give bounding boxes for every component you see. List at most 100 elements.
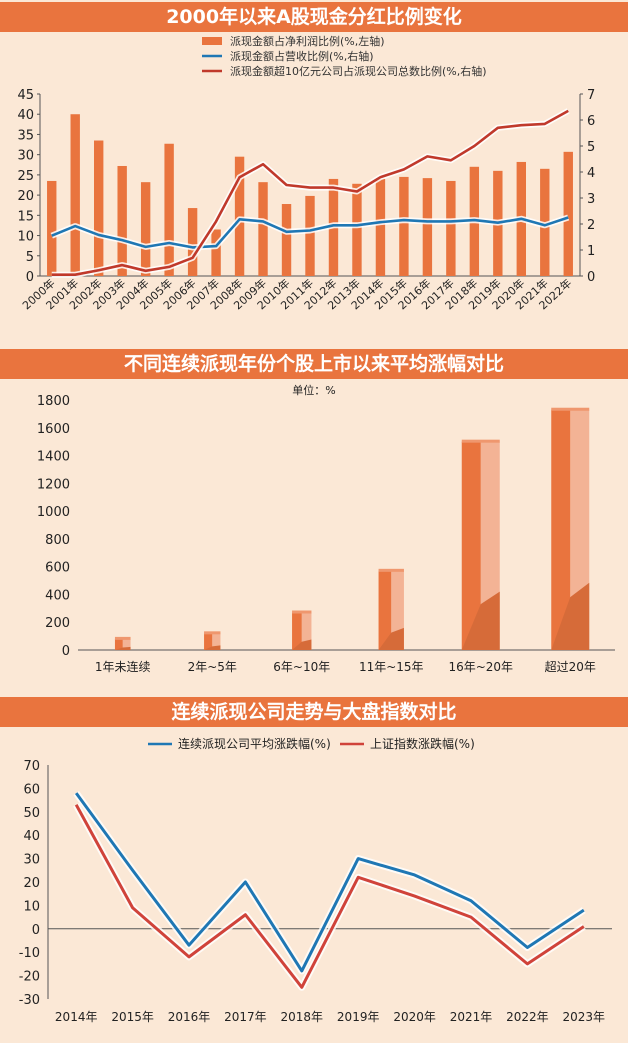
bar-lower-face — [292, 639, 312, 650]
y-tick-label: 50 — [23, 806, 40, 821]
legend-label-2: 派现金额超10亿元公司占派现公司总数比例(%,右轴) — [230, 64, 487, 78]
bar — [461, 441, 481, 650]
chart1-title: 2000年以来A股现金分红比例变化 — [0, 2, 628, 32]
left-tick-label: 40 — [17, 108, 34, 123]
right-tick-label: 2 — [587, 218, 595, 233]
bar — [446, 180, 456, 276]
bar — [140, 182, 151, 276]
bar — [258, 182, 268, 276]
y-tick-label: -30 — [19, 993, 40, 1008]
x-tick-label: 1年未连续 — [95, 659, 151, 674]
legend-label-0: 派现金额占净利润比例(%,左轴) — [230, 34, 385, 48]
y-tick-label: 70 — [23, 759, 40, 774]
bar-lower-face — [551, 582, 590, 650]
bar — [551, 409, 571, 650]
bar-light-face — [212, 633, 221, 650]
y-tick-label: 1800 — [37, 394, 70, 409]
y-tick-label: 20 — [23, 876, 40, 891]
bar — [352, 183, 362, 276]
x-tick-label: 2年~5年 — [188, 660, 237, 674]
y-tick-label: 40 — [23, 829, 40, 844]
left-tick-label: 10 — [17, 230, 34, 245]
x-tick-label: 2016年 — [168, 1010, 211, 1024]
right-tick-label: 5 — [587, 140, 595, 155]
bar-lower-face — [114, 646, 131, 650]
bar-lower-face — [204, 645, 221, 650]
right-tick-label: 4 — [587, 166, 595, 181]
bar — [114, 638, 123, 650]
bar — [94, 140, 104, 276]
bar — [70, 114, 80, 276]
x-tick-label: 2023年 — [563, 1010, 606, 1024]
legend-label-1: 派现金额占营收比例(%,右轴) — [230, 49, 374, 63]
bar — [164, 143, 174, 276]
bar — [378, 570, 392, 650]
bar — [211, 229, 221, 276]
left-tick-label: 45 — [17, 88, 34, 103]
x-tick-label: 2020年 — [393, 1010, 436, 1024]
bar — [47, 180, 57, 276]
trend-vs-index-chart: 连续派现公司平均涨跌幅(%) 上证指数涨跌幅(%) -30 -20 -10 0 10 20 30… — [19, 736, 612, 1024]
left-tick-label: 5 — [26, 250, 34, 265]
left-tick-label: 15 — [17, 209, 34, 224]
bar — [375, 178, 386, 276]
y-tick-label: 600 — [45, 561, 70, 576]
chart3-title: 连续派现公司走势与大盘指数对比 — [0, 697, 628, 727]
series-line-2 — [51, 109, 569, 276]
bar — [399, 176, 409, 276]
legend-label-0: 连续派现公司平均涨跌幅(%) — [178, 736, 331, 751]
series-line-1 — [74, 804, 585, 989]
y-tick-label: 0 — [32, 923, 40, 938]
left-tick-label: 35 — [17, 128, 34, 143]
left-tick-label: 20 — [17, 189, 34, 204]
x-tick-label: 2015年 — [111, 1010, 154, 1024]
chart2-title: 不同连续派现年份个股上市以来平均涨幅对比 — [0, 349, 628, 379]
x-tick-label: 超过20年 — [545, 659, 596, 674]
bar — [305, 195, 315, 276]
x-tick-label: 2014年 — [55, 1010, 98, 1024]
unit-label: 单位：% — [292, 383, 335, 397]
bar-top-cap — [461, 439, 500, 443]
y-tick-label: 1600 — [37, 422, 70, 437]
right-tick-label: 0 — [587, 270, 595, 285]
series-line-0 — [74, 792, 585, 973]
right-tick-label: 7 — [587, 88, 595, 103]
y-tick-label: -20 — [19, 970, 40, 985]
bar — [204, 633, 213, 650]
y-tick-label: 400 — [45, 588, 70, 603]
bar — [187, 208, 198, 276]
x-tick-label: 16年~20年 — [448, 660, 513, 674]
bar — [563, 151, 573, 276]
left-tick-label: 0 — [26, 270, 34, 285]
bar-top-cap — [551, 407, 590, 411]
right-tick-label: 3 — [587, 192, 595, 207]
dividend-ratio-chart: 派现金额占净利润比例(%,左轴)派现金额占营收比例(%,右轴)派现金额超10亿元… — [17, 34, 595, 312]
legend-swatch-0 — [202, 37, 222, 45]
legend-label-1: 上证指数涨跌幅(%) — [370, 736, 475, 751]
bar — [292, 612, 302, 650]
x-tick-label: 11年~15年 — [359, 660, 424, 674]
y-tick-label: 0 — [62, 644, 70, 659]
bar-top-cap — [292, 610, 312, 614]
y-tick-label: 1200 — [37, 477, 70, 492]
series-line-1 — [51, 216, 569, 249]
right-tick-label: 1 — [587, 244, 595, 259]
y-tick-label: 1400 — [37, 450, 70, 465]
x-tick-label: 2022年 — [506, 1010, 549, 1024]
right-tick-label: 6 — [587, 114, 595, 129]
bar-top-cap — [114, 636, 131, 640]
x-tick-label: 2019年 — [337, 1010, 380, 1024]
bar — [422, 178, 433, 276]
y-tick-label: 800 — [45, 533, 70, 548]
bar-lower-face — [378, 627, 404, 650]
bar-light-face — [122, 638, 131, 650]
y-tick-label: 200 — [45, 616, 70, 631]
left-tick-label: 30 — [17, 149, 34, 164]
x-tick-label: 6年~10年 — [273, 660, 330, 674]
bar-top-cap — [204, 631, 221, 635]
consecutive-dividend-gain-chart: 单位：% 0 200 400 600 800 1000 1200 1400 1600 1800 1年未… — [37, 383, 615, 674]
bar-lower-face — [461, 591, 500, 650]
y-tick-label: 30 — [23, 853, 40, 868]
y-tick-label: 10 — [23, 899, 40, 914]
